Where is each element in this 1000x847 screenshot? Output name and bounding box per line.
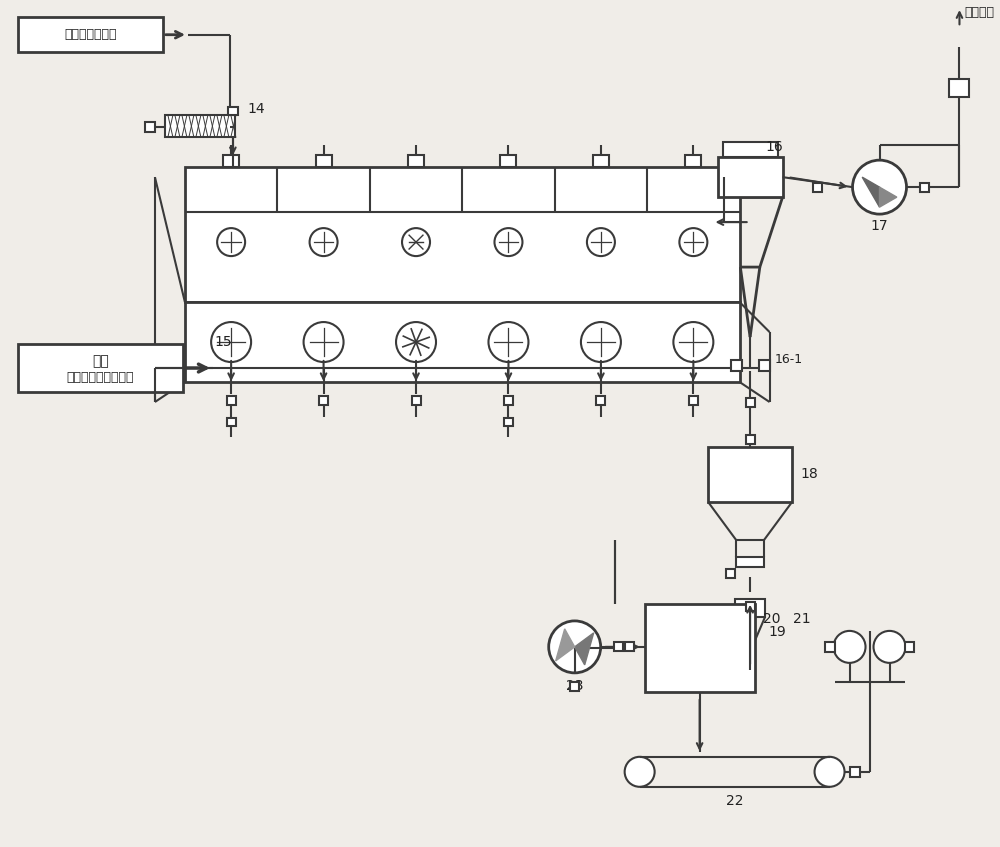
Text: 17: 17 [871, 219, 888, 233]
Bar [718, 158, 783, 197]
Bar [408, 155, 424, 167]
Circle shape [310, 228, 338, 256]
Bar [746, 435, 755, 445]
Bar [736, 557, 764, 567]
Polygon shape [575, 633, 594, 665]
Bar [185, 167, 740, 302]
Text: 14: 14 [248, 102, 265, 116]
Circle shape [211, 322, 251, 362]
Bar [746, 397, 755, 407]
Circle shape [396, 322, 436, 362]
Text: 23: 23 [566, 678, 583, 693]
Bar [850, 767, 860, 777]
Bar [949, 79, 969, 97]
Bar [746, 602, 755, 612]
Text: 盐结晶自离心机: 盐结晶自离心机 [64, 28, 117, 42]
Bar [227, 418, 236, 427]
Bar [223, 155, 239, 167]
Bar [570, 683, 579, 691]
Bar [316, 155, 332, 167]
Bar [689, 396, 698, 405]
Bar [18, 344, 183, 392]
Text: 高点排空: 高点排空 [964, 6, 994, 19]
Bar [708, 447, 792, 502]
Bar [504, 396, 513, 405]
Polygon shape [862, 177, 880, 208]
Circle shape [402, 228, 430, 256]
Circle shape [679, 228, 707, 256]
Text: 21: 21 [793, 612, 810, 626]
Bar [145, 122, 155, 132]
Circle shape [834, 631, 866, 663]
Text: 19: 19 [768, 625, 786, 639]
Circle shape [304, 322, 344, 362]
Circle shape [673, 322, 713, 362]
Text: 热风: 热风 [92, 354, 109, 368]
Bar [905, 642, 914, 652]
Bar [227, 396, 236, 405]
Bar [614, 642, 623, 651]
Bar [185, 302, 740, 382]
Bar [759, 359, 770, 370]
Text: 16: 16 [765, 140, 783, 154]
Bar [500, 155, 516, 167]
Bar [735, 599, 765, 617]
Circle shape [549, 621, 601, 673]
Bar [685, 155, 701, 167]
Circle shape [581, 322, 621, 362]
Circle shape [853, 160, 907, 214]
Bar [920, 183, 929, 191]
Circle shape [494, 228, 522, 256]
Circle shape [625, 757, 655, 787]
Bar [319, 396, 328, 405]
Bar [625, 642, 634, 651]
Bar [228, 108, 238, 115]
Bar [645, 604, 755, 692]
Bar [723, 142, 778, 158]
Bar [596, 396, 605, 405]
Circle shape [874, 631, 906, 663]
Circle shape [217, 228, 245, 256]
Bar [825, 642, 835, 652]
Circle shape [587, 228, 615, 256]
Polygon shape [880, 187, 897, 208]
Bar [731, 359, 742, 370]
Bar [412, 396, 421, 405]
Text: 16-1: 16-1 [775, 352, 803, 366]
Text: 15: 15 [215, 335, 233, 349]
Text: 自加热炉供风系统来: 自加热炉供风系统来 [67, 371, 134, 385]
Bar [504, 418, 513, 427]
Circle shape [815, 757, 845, 787]
Bar [18, 17, 163, 53]
Text: 20: 20 [763, 612, 780, 626]
Bar [726, 569, 735, 579]
Text: 22: 22 [726, 794, 743, 808]
Bar [813, 183, 822, 191]
Circle shape [488, 322, 528, 362]
Bar [593, 155, 609, 167]
Text: 18: 18 [800, 468, 818, 481]
Polygon shape [556, 628, 575, 661]
Bar [165, 115, 235, 137]
